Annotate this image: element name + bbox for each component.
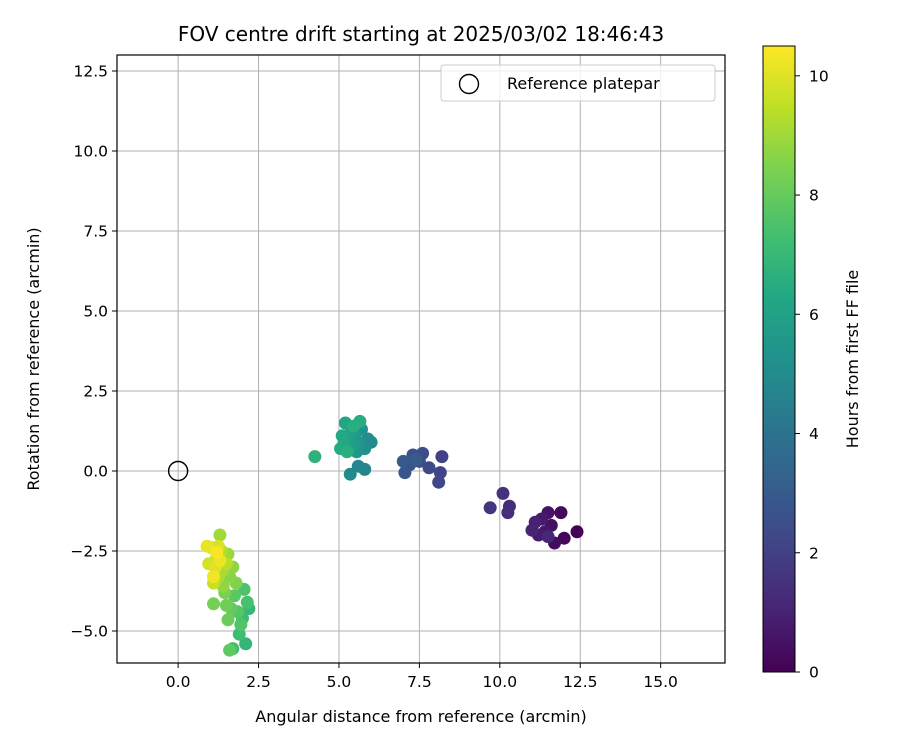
legend-box xyxy=(440,64,716,102)
x-axis-label: Angular distance from reference (arcmin) xyxy=(255,707,586,726)
y-tick-label: 10.0 xyxy=(73,143,108,161)
y-axis-label: Rotation from reference (arcmin) xyxy=(24,227,43,490)
data-point xyxy=(340,445,354,459)
x-tick-label: 7.5 xyxy=(407,673,432,691)
data-point xyxy=(496,486,510,500)
colorbar-tick-label: 2 xyxy=(809,544,819,562)
y-tick-label: −5.0 xyxy=(70,623,108,641)
data-point xyxy=(398,466,412,480)
colorbar-tick-label: 8 xyxy=(809,187,819,205)
data-point xyxy=(223,643,237,657)
y-axis-ticks: −5.0 −2.5 0.0 2.5 5.0 7.5 10.0 12.5 xyxy=(70,63,117,641)
colorbar-gradient xyxy=(762,45,796,673)
data-point xyxy=(239,637,253,651)
data-point xyxy=(207,570,221,584)
y-tick-label: 12.5 xyxy=(73,63,108,81)
data-point xyxy=(557,531,571,545)
x-tick-label: 5.0 xyxy=(327,673,352,691)
y-tick-label: 2.5 xyxy=(83,383,108,401)
data-point xyxy=(525,523,539,537)
chart-title: FOV centre drift starting at 2025/03/02 … xyxy=(178,22,664,46)
data-point xyxy=(343,467,357,481)
colorbar-tick-label: 0 xyxy=(809,664,819,682)
data-point xyxy=(433,466,447,480)
x-tick-label: 2.5 xyxy=(246,673,271,691)
legend-open-circle-marker xyxy=(458,73,480,95)
data-point xyxy=(210,546,224,560)
y-tick-label: −2.5 xyxy=(70,543,108,561)
plot-frame xyxy=(116,54,726,664)
legend: Reference platepar xyxy=(440,64,716,102)
x-tick-label: 12.5 xyxy=(563,673,598,691)
data-point xyxy=(541,530,555,544)
colorbar-tick-label: 10 xyxy=(809,67,829,85)
legend-label: Reference platepar xyxy=(507,74,660,93)
x-tick-label: 15.0 xyxy=(643,673,678,691)
colorbar: 0 2 4 6 8 10 Hours from first FF file xyxy=(762,45,862,682)
data-point xyxy=(232,627,246,641)
colorbar-ticks: 0 2 4 6 8 10 xyxy=(795,67,829,682)
x-tick-label: 10.0 xyxy=(483,673,518,691)
data-point xyxy=(432,475,446,489)
data-point xyxy=(308,450,322,464)
data-point xyxy=(234,618,248,632)
data-point xyxy=(501,506,515,520)
data-point xyxy=(554,506,568,520)
x-axis-ticks: 0.0 2.5 5.0 7.5 10.0 12.5 15.0 xyxy=(166,663,678,691)
grid xyxy=(117,55,725,663)
data-point xyxy=(335,429,349,443)
data-points xyxy=(200,414,584,657)
y-tick-label: 7.5 xyxy=(83,223,108,241)
colorbar-label: Hours from first FF file xyxy=(843,270,862,449)
y-tick-label: 5.0 xyxy=(83,303,108,321)
x-tick-label: 0.0 xyxy=(166,673,191,691)
data-point xyxy=(422,461,436,475)
data-point xyxy=(435,450,449,464)
data-point xyxy=(570,525,584,539)
data-point xyxy=(200,539,214,553)
colorbar-tick-label: 4 xyxy=(809,425,819,443)
reference-platepar-marker xyxy=(167,460,189,482)
data-point xyxy=(240,595,254,609)
y-tick-label: 0.0 xyxy=(83,463,108,481)
data-point xyxy=(219,598,233,612)
data-point xyxy=(213,528,227,542)
reference-marker-layer xyxy=(167,460,189,482)
data-point xyxy=(207,597,221,611)
data-point xyxy=(409,453,423,467)
data-point xyxy=(221,613,235,627)
data-point xyxy=(396,454,410,468)
data-point xyxy=(346,419,360,433)
data-point xyxy=(483,501,497,515)
colorbar-tick-label: 6 xyxy=(809,306,819,324)
data-point xyxy=(351,459,365,473)
